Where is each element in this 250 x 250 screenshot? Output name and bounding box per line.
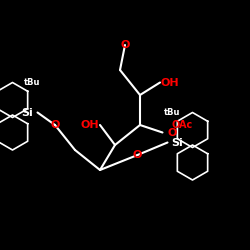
Text: OH: OH [81,120,99,130]
Text: O: O [50,120,60,130]
Text: Si: Si [22,108,34,118]
Text: OH: OH [161,78,179,88]
Text: tBu: tBu [24,78,41,87]
Text: OAc: OAc [172,120,193,130]
Text: tBu: tBu [164,108,181,117]
Text: O: O [120,40,130,50]
Text: O: O [168,128,177,138]
Text: Si: Si [172,138,183,147]
Text: O: O [133,150,142,160]
